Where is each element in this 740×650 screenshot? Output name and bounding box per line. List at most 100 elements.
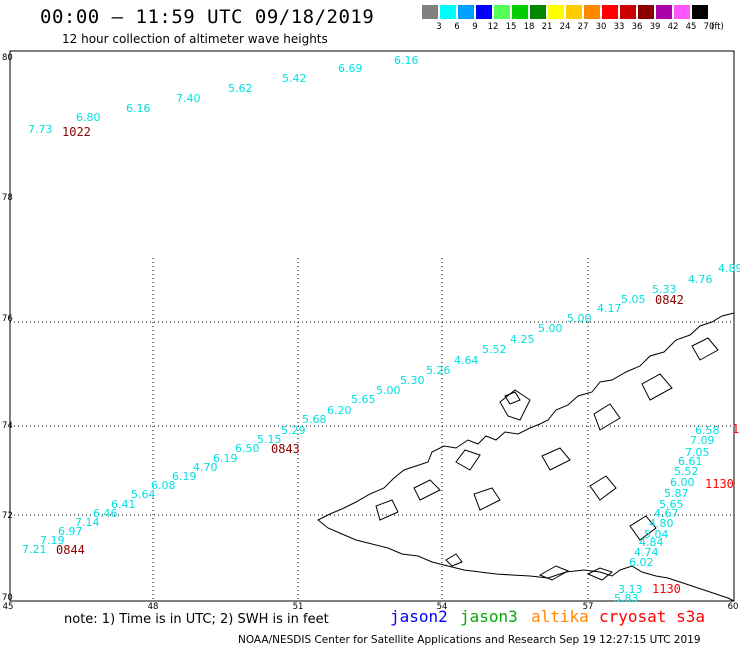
swh-value: 5.00 — [376, 384, 401, 397]
swh-value: 6.58 — [695, 424, 720, 437]
swh-value: 5.00 — [538, 322, 563, 335]
scale-swatch — [584, 5, 600, 19]
swh-value: 5.68 — [302, 413, 327, 426]
swh-value: 4.74 — [634, 546, 659, 559]
scale-label: 9 — [472, 22, 478, 32]
swh-value: 5.05 — [621, 293, 646, 306]
swh-value: 4.76 — [688, 273, 713, 286]
swh-value: 6.19 — [172, 470, 197, 483]
swh-value: 6.46 — [93, 507, 118, 520]
lat-label: 80 — [2, 53, 13, 63]
swh-value: 5.52 — [674, 465, 699, 478]
main-time-label-1: 0844 — [56, 543, 85, 557]
swh-value: 5.52 — [482, 343, 507, 356]
swh-value: 5.15 — [257, 433, 282, 446]
swh-value: 5.29 — [281, 424, 306, 437]
scale-swatch — [512, 5, 528, 19]
coastline-fjords — [375, 337, 719, 541]
scale-swatch — [458, 5, 474, 19]
swh-value: 6.16 — [126, 102, 151, 115]
swh-value: 7.73 — [28, 123, 53, 136]
satellite-label: jason3 — [460, 607, 518, 626]
scale-swatch — [566, 5, 582, 19]
scale-swatch — [638, 5, 654, 19]
swh-value: 5.00 — [567, 312, 592, 325]
scale-label: 12 — [487, 22, 499, 32]
swh-value: 6.61 — [678, 455, 703, 468]
swh-value: 4.70 — [193, 461, 218, 474]
coastline-islands — [445, 391, 614, 581]
swh-value: 3.13 — [618, 583, 643, 596]
scale-swatch — [530, 5, 546, 19]
coastline-greenland — [317, 312, 735, 602]
footer-credit: NOAA/NESDIS Center for Satellite Applica… — [238, 634, 701, 646]
swh-value: 4.84 — [639, 536, 664, 549]
swh-value: 5.62 — [228, 82, 253, 95]
east-time-label-2: 1130 — [652, 582, 681, 596]
swh-value: 7.05 — [685, 446, 710, 459]
swh-value: 7.14 — [75, 516, 100, 529]
scale-swatch — [620, 5, 636, 19]
scale-label: 15 — [505, 22, 517, 32]
swh-value: 6.08 — [151, 479, 176, 492]
swh-value: 5.83 — [614, 592, 639, 605]
scale-label: 70 — [703, 22, 715, 32]
swh-value: 5.26 — [426, 364, 451, 377]
swh-value: 7.40 — [176, 92, 201, 105]
lon-label: 60 — [728, 602, 739, 612]
swh-value: 5.65 — [659, 498, 684, 511]
east-time-label-3: 1130 — [732, 422, 740, 436]
scale-label: 33 — [613, 22, 625, 32]
swh-value: 7.19 — [40, 534, 65, 547]
scale-swatch — [692, 5, 708, 19]
swh-value: 5.04 — [644, 528, 669, 541]
scale-swatch — [656, 5, 672, 19]
lon-label: 45 — [3, 602, 14, 612]
scale-swatch — [602, 5, 618, 19]
coastline — [317, 312, 735, 602]
swh-value: 6.00 — [670, 476, 695, 489]
swh-value: 7.09 — [690, 434, 715, 447]
swh-value: 5.30 — [400, 374, 425, 387]
scale-swatch — [674, 5, 690, 19]
lat-label: 70 — [2, 593, 13, 603]
lon-label: 51 — [293, 602, 304, 612]
swh-value: 6.19 — [213, 452, 238, 465]
lat-label: 78 — [2, 193, 13, 203]
swh-value: 5.42 — [282, 72, 307, 85]
swh-value: 5.87 — [664, 487, 689, 500]
satellite-label: cryosat s3a — [599, 607, 705, 626]
scale-label: 36 — [631, 22, 643, 32]
map-frame — [9, 50, 735, 602]
swh-value: 6.50 — [235, 442, 260, 455]
swh-value: 4.80 — [649, 517, 674, 530]
swh-value: 4.64 — [454, 354, 479, 367]
scale-label: 27 — [577, 22, 589, 32]
lat-label: 72 — [2, 511, 13, 521]
swh-value: 5.33 — [652, 283, 677, 296]
swh-value: 4.89 — [718, 262, 740, 275]
lat-label: 76 — [2, 314, 13, 324]
scale-swatch — [422, 5, 438, 19]
swh-value: 4.17 — [597, 302, 622, 315]
latitude-labels: 70 72 74 76 78 80 — [2, 53, 13, 603]
swh-value: 5.64 — [131, 488, 156, 501]
upper-track: 7.73 6.80 6.16 7.40 5.62 5.42 6.69 6.16 — [28, 54, 419, 136]
footer-note: note: 1) Time is in UTC; 2) SWH is in fe… — [64, 612, 329, 627]
swh-value: 6.41 — [111, 498, 136, 511]
scale-swatch — [476, 5, 492, 19]
east-time-label-1: 1130 — [705, 477, 734, 491]
main-time-label-2: 0843 — [271, 442, 300, 456]
scale-label: 18 — [523, 22, 535, 32]
graticule — [10, 258, 734, 601]
satellite-label: altika — [531, 607, 589, 626]
scale-swatch — [494, 5, 510, 19]
lat-label: 74 — [2, 421, 13, 431]
east-track: 6.587.097.056.61 6.005.52 5.875.654.674.80… — [614, 424, 720, 605]
swh-value: 6.69 — [338, 62, 363, 75]
scale-swatch — [440, 5, 456, 19]
scale-label: 3 — [436, 22, 442, 32]
lon-label: 48 — [148, 602, 159, 612]
scale-label: 21 — [541, 22, 553, 32]
